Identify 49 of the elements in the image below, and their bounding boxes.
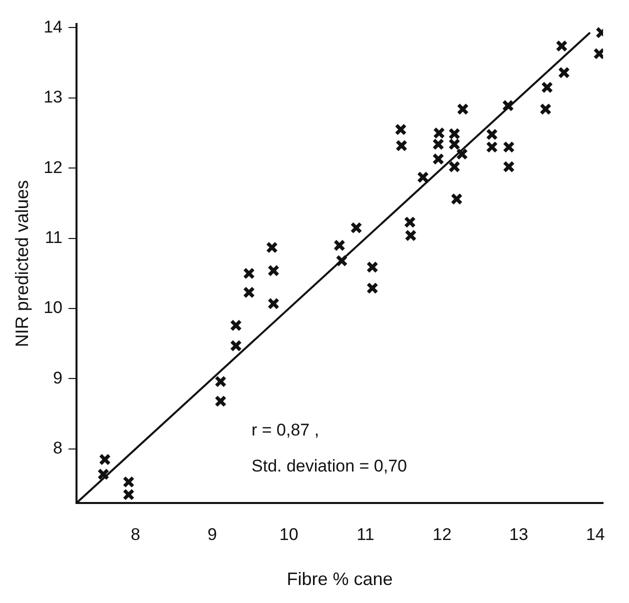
- x-tick-label: 13: [509, 524, 528, 544]
- annotation: r = 0,87 ,: [252, 420, 320, 440]
- x-tick-label: 11: [356, 524, 374, 544]
- point: [456, 103, 469, 116]
- x-tick-label: 12: [432, 524, 452, 544]
- point: [98, 453, 111, 466]
- point: [394, 124, 407, 136]
- point: [541, 81, 554, 94]
- point: [540, 103, 552, 116]
- annotation: Std. deviation = 0,70: [252, 456, 407, 476]
- y-tick-label: 14: [44, 17, 63, 36]
- point: [242, 267, 255, 280]
- point: [268, 264, 280, 277]
- x-tick-label: 14: [586, 524, 605, 544]
- y-axis-title: NIR predicted values: [12, 180, 32, 348]
- point: [502, 100, 514, 112]
- point: [266, 241, 278, 254]
- point: [396, 140, 408, 152]
- y-tick-label: 12: [44, 158, 63, 177]
- y-tick-label: 11: [44, 228, 63, 248]
- point: [268, 298, 280, 310]
- point: [448, 160, 460, 173]
- point: [502, 141, 515, 154]
- point: [450, 193, 463, 206]
- point: [97, 468, 110, 480]
- point: [366, 261, 378, 274]
- point: [230, 319, 242, 332]
- x-tick-label: 9: [207, 524, 217, 544]
- y-tick-label: 8: [53, 438, 63, 458]
- y-tick-label: 13: [44, 88, 63, 107]
- y-tick-label: 10: [44, 298, 63, 318]
- point: [416, 171, 429, 184]
- point: [242, 286, 255, 298]
- point: [230, 340, 242, 352]
- x-tick-label: 8: [130, 524, 140, 544]
- point: [432, 153, 444, 165]
- point: [558, 66, 570, 79]
- point: [336, 254, 348, 267]
- point: [333, 239, 346, 252]
- y-tick-label: 9: [53, 368, 63, 388]
- x-axis-title: Fibre % cane: [286, 569, 393, 590]
- point: [502, 160, 515, 173]
- point: [214, 376, 227, 388]
- point: [350, 222, 362, 234]
- point: [456, 148, 468, 160]
- point: [214, 395, 227, 408]
- point: [366, 282, 378, 294]
- x-tick-label: 10: [279, 524, 298, 544]
- point: [556, 40, 568, 52]
